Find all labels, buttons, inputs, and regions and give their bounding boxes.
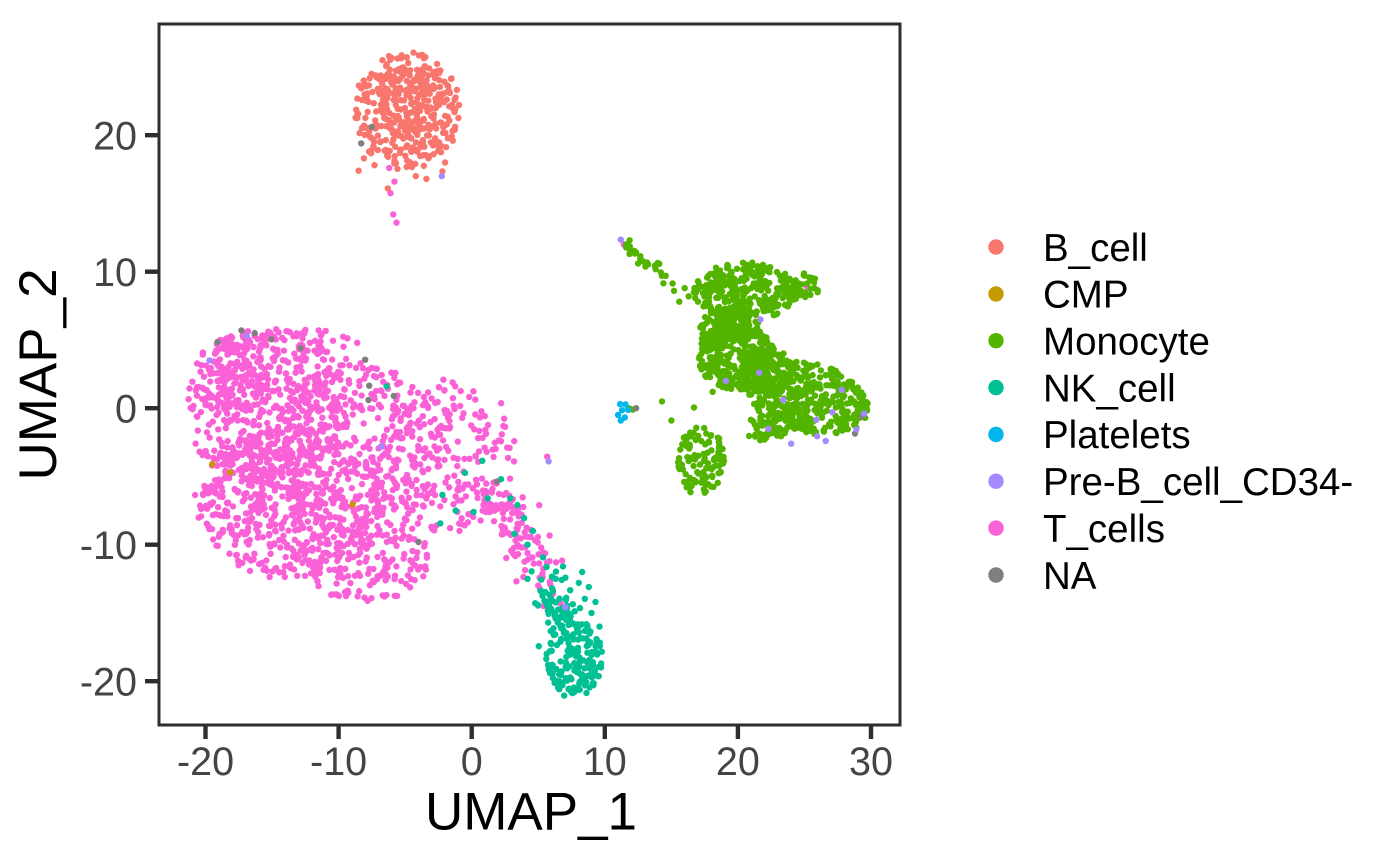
svg-text:CMP: CMP — [1043, 274, 1129, 317]
svg-text:T_cells: T_cells — [1043, 508, 1165, 551]
svg-text:B_cell: B_cell — [1043, 227, 1148, 270]
svg-text:20: 20 — [93, 114, 137, 158]
svg-text:10: 10 — [93, 251, 137, 295]
svg-text:-20: -20 — [80, 660, 137, 704]
svg-text:Monocyte: Monocyte — [1043, 321, 1210, 364]
svg-text:NA: NA — [1043, 555, 1097, 598]
svg-text:-20: -20 — [177, 740, 234, 784]
svg-text:10: 10 — [583, 740, 627, 784]
svg-text:30: 30 — [849, 740, 893, 784]
svg-text:Platelets: Platelets — [1043, 414, 1191, 457]
svg-text:Pre-B_cell_CD34-: Pre-B_cell_CD34- — [1043, 461, 1353, 504]
svg-text:20: 20 — [716, 740, 760, 784]
svg-text:-10: -10 — [310, 740, 367, 784]
svg-text:UMAP_2: UMAP_2 — [9, 268, 68, 480]
svg-text:NK_cell: NK_cell — [1043, 367, 1176, 410]
svg-text:0: 0 — [115, 387, 137, 431]
svg-text:0: 0 — [461, 740, 483, 784]
svg-text:UMAP_1: UMAP_1 — [425, 783, 637, 842]
svg-text:-10: -10 — [80, 524, 137, 568]
